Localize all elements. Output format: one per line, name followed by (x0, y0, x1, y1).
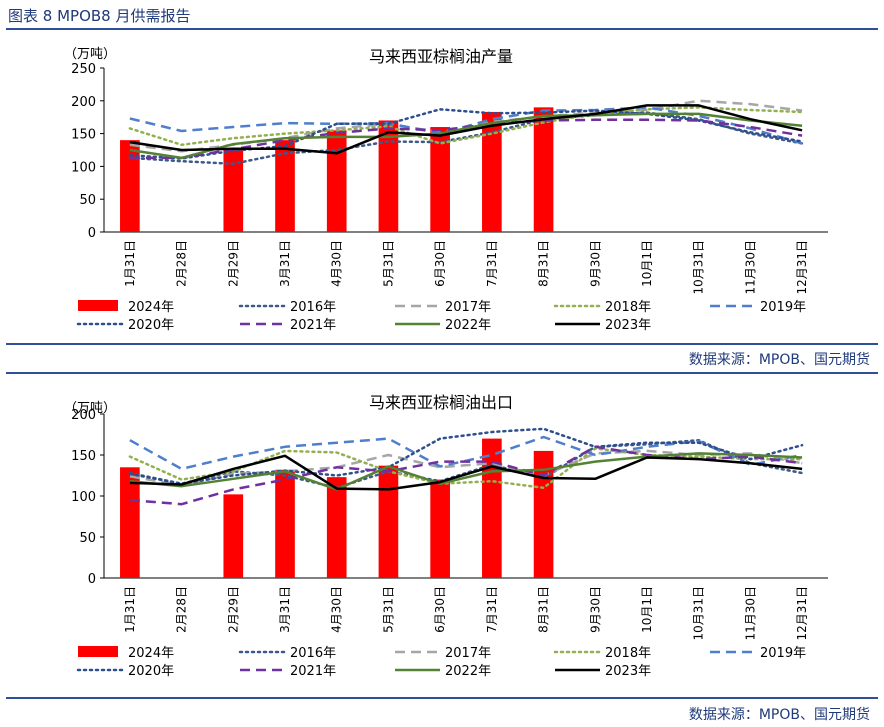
bar-2024 (378, 465, 399, 578)
bar-2024 (326, 130, 347, 232)
header-rule (6, 28, 878, 30)
chart-title: 马来西亚棕榈油产量 (369, 47, 513, 66)
legend-label: 2022年 (445, 318, 491, 333)
y-tick-label: 0 (88, 572, 96, 587)
y-tick-label: 50 (79, 531, 96, 546)
bar-2024 (533, 107, 554, 232)
legend-label: 2024年 (128, 646, 174, 661)
legend-label: 2023年 (605, 664, 651, 679)
bar-2024 (120, 467, 140, 578)
y-tick-label: 100 (71, 490, 96, 505)
x-tick-label: 1月31日 (123, 240, 137, 287)
divider-rule-3 (6, 697, 878, 699)
figure-title: 图表 8 MPOB8 月供需报告 (8, 7, 191, 25)
series-line-2021年 (129, 445, 803, 506)
y-tick-label: 150 (71, 449, 96, 464)
legend-label: 2024年 (128, 300, 174, 315)
y-tick-label: 50 (79, 193, 96, 208)
y-tick-label: 0 (88, 226, 96, 241)
bar-2024 (533, 450, 554, 578)
divider-rule (6, 343, 878, 345)
legend-label: 2021年 (290, 664, 336, 679)
legend-swatch-2024 (78, 646, 118, 657)
legend-label: 2017年 (445, 300, 491, 315)
x-tick-label: 7月31日 (485, 240, 499, 287)
series-line-2023年 (129, 104, 803, 155)
production-chart: 马来西亚棕榈油产量 （万吨） 0 50 100 150 200 250 1月31日 2月28日 2月… (64, 47, 828, 333)
legend-label: 2021年 (290, 318, 336, 333)
y-tick-label: 200 (71, 95, 96, 110)
x-tick-label: 3月31日 (278, 240, 292, 287)
x-tick-label: 12月31日 (795, 240, 809, 295)
series-line-2020年 (128, 108, 804, 160)
x-tick-label: 10月1日 (640, 240, 654, 287)
legend-swatch-2024 (78, 300, 118, 311)
divider-rule-2 (6, 372, 878, 374)
x-tick-label: 11月30日 (743, 586, 757, 641)
y-unit-label: （万吨） (64, 47, 116, 62)
y-tick-label: 100 (71, 160, 96, 175)
source-note-2: 数据来源：MPOB、国元期货 (688, 707, 870, 723)
legend-label: 2020年 (128, 664, 174, 679)
series-line-2023年 (129, 454, 803, 491)
bar-2024 (223, 148, 244, 232)
bar-2024 (275, 469, 295, 578)
x-tick-label: 5月31日 (381, 240, 395, 287)
x-tick-label: 9月30日 (588, 240, 602, 287)
bar-2024 (378, 120, 399, 232)
bar-2024 (482, 438, 502, 578)
export-chart: 马来西亚棕榈油出口 （万吨） 0 50 100 150 200 1月31日 2月28日 2月29日… (64, 393, 828, 679)
series-line-2022年 (129, 452, 803, 491)
legend-label: 2022年 (445, 664, 491, 679)
x-tick-label: 6月30日 (433, 240, 447, 287)
legend-label: 2017年 (445, 646, 491, 661)
x-tick-label: 2月28日 (175, 586, 189, 633)
legend-label: 2023年 (605, 318, 651, 333)
x-tick-label: 2月28日 (175, 240, 189, 287)
bar-2024 (223, 494, 244, 578)
x-tick-label: 4月30日 (330, 240, 344, 287)
x-tick-label: 10月31日 (692, 240, 706, 295)
series-line-2020年 (128, 427, 804, 485)
source-note-1: 数据来源：MPOB、国元期货 (688, 352, 870, 368)
x-tick-label: 2月29日 (226, 240, 240, 287)
y-tick-label: 200 (71, 408, 96, 423)
x-tick-label: 12月31日 (795, 586, 809, 641)
bar-2024 (326, 477, 347, 578)
bar-2024 (430, 127, 450, 232)
y-tick-label: 250 (71, 62, 96, 77)
bar-2024 (275, 140, 295, 232)
x-tick-label: 8月31日 (537, 586, 551, 633)
legend-label: 2019年 (760, 300, 806, 315)
legend-label: 2018年 (605, 300, 651, 315)
series-line-2018年 (128, 447, 804, 490)
x-tick-label: 2月29日 (226, 586, 240, 633)
x-tick-label: 7月31日 (485, 586, 499, 633)
legend-label: 2020年 (128, 318, 174, 333)
legend-label: 2016年 (290, 646, 336, 661)
x-tick-label: 6月30日 (433, 586, 447, 633)
x-tick-label: 8月31日 (537, 240, 551, 287)
legend-label: 2018年 (605, 646, 651, 661)
bar-2024 (120, 140, 140, 232)
series-line-2022年 (129, 112, 803, 160)
bar-2024 (430, 479, 450, 578)
x-tick-label: 10月31日 (692, 586, 706, 641)
legend-label: 2019年 (760, 646, 806, 661)
chart-title: 马来西亚棕榈油出口 (369, 393, 513, 412)
x-tick-label: 3月31日 (278, 586, 292, 633)
y-tick-label: 150 (71, 128, 96, 143)
x-tick-label: 10月1日 (640, 586, 654, 633)
x-tick-label: 5月31日 (381, 586, 395, 633)
x-tick-label: 4月30日 (330, 586, 344, 633)
y-unit-label: （万吨） (64, 401, 116, 416)
x-tick-label: 9月30日 (588, 586, 602, 633)
legend-label: 2016年 (290, 300, 336, 315)
bar-2024 (482, 111, 502, 232)
x-tick-label: 11月30日 (743, 240, 757, 295)
x-tick-label: 1月31日 (123, 586, 137, 633)
series-line-2016年 (128, 111, 804, 166)
report-header: 图表 8 MPOB8 月供需报告 (0, 0, 884, 30)
series-line-2018年 (128, 106, 804, 147)
